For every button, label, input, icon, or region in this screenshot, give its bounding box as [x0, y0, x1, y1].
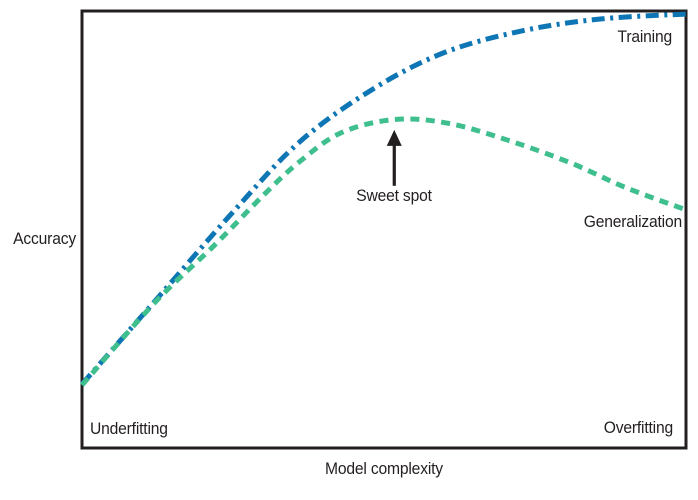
generalization-curve [80, 116, 687, 387]
x-axis-label: Model complexity [325, 459, 443, 478]
training-curve [80, 11, 687, 386]
arrow-head-icon [386, 129, 402, 146]
plot-frame [80, 9, 688, 450]
sweet-spot-arrow [386, 129, 402, 186]
underfitting-region-label: Underfitting [90, 419, 168, 438]
series-label-generalization: Generalization [583, 212, 682, 231]
series-label-training: Training [617, 27, 673, 46]
y-axis-label: Accuracy [13, 229, 76, 248]
overfitting-region-label: Overfitting [603, 418, 673, 437]
sweet-spot-annotation: Sweet spot [356, 186, 432, 205]
